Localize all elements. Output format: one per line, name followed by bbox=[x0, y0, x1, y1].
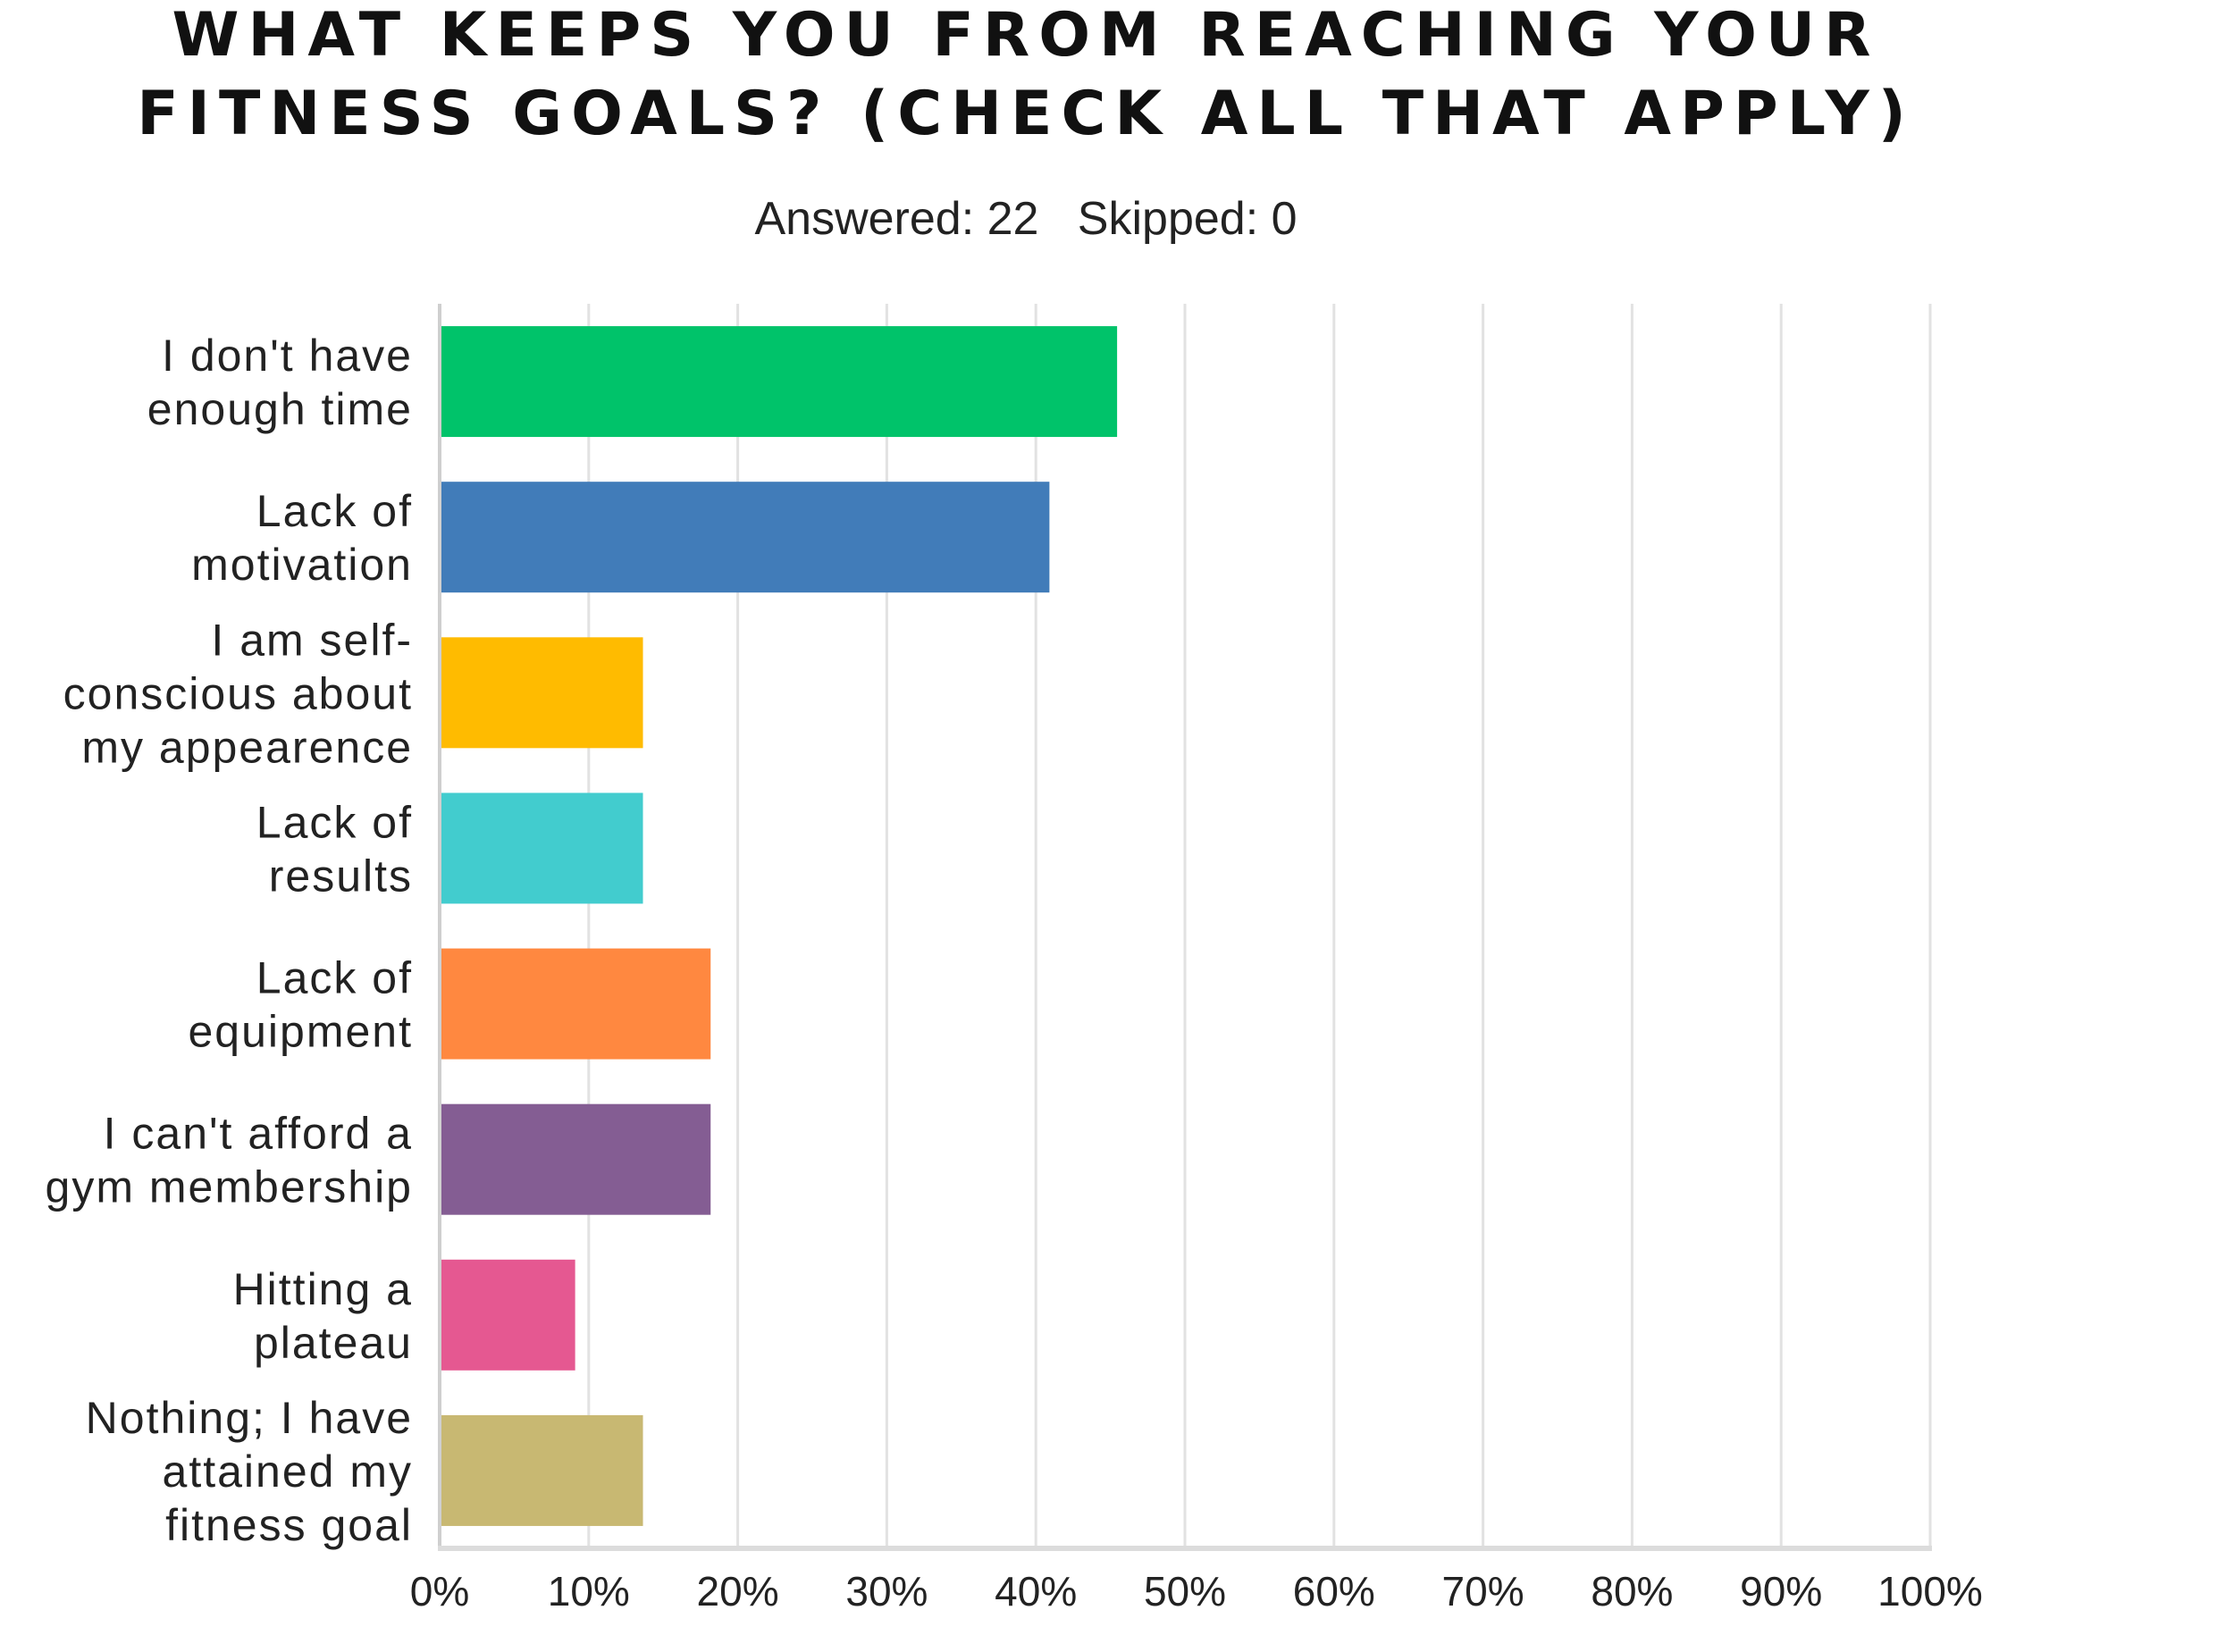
x-tick-label: 0% bbox=[410, 1568, 469, 1614]
category-label: Lack of results bbox=[256, 797, 413, 901]
x-tick-label: 40% bbox=[995, 1568, 1077, 1614]
chart-title-line-1: WHAT KEEPS YOU FROM REACHING YOUR bbox=[172, 0, 1880, 71]
x-tick-label: 20% bbox=[697, 1568, 779, 1614]
skipped-count: Skipped: 0 bbox=[1077, 193, 1298, 245]
x-tick-label: 10% bbox=[548, 1568, 630, 1614]
bar bbox=[440, 482, 1050, 593]
answered-count: Answered: 22 bbox=[754, 193, 1039, 245]
response-summary: Answered: 22 Skipped: 0 bbox=[0, 192, 2052, 246]
category-label: I can't afford a gym membership bbox=[46, 1109, 413, 1212]
bar bbox=[440, 1103, 711, 1215]
bar bbox=[440, 637, 643, 749]
chart-title-line-2: FITNESS GOALS? (CHECK ALL THAT APPLY) bbox=[137, 79, 1915, 149]
bar bbox=[440, 1414, 643, 1526]
x-tick-label: 100% bbox=[1877, 1568, 1983, 1614]
category-label: Nothing; I have attained my fitness goal bbox=[86, 1393, 413, 1550]
category-label: Lack of equipment bbox=[189, 953, 414, 1057]
bar bbox=[440, 326, 1118, 438]
category-label: Lack of motivation bbox=[191, 486, 413, 590]
x-tick-label: 30% bbox=[845, 1568, 928, 1614]
bar bbox=[440, 948, 711, 1060]
bar bbox=[440, 1259, 575, 1371]
bar bbox=[440, 792, 643, 904]
x-tick-label: 70% bbox=[1442, 1568, 1524, 1614]
x-tick-label: 60% bbox=[1293, 1568, 1375, 1614]
x-tick-label: 80% bbox=[1591, 1568, 1673, 1614]
x-tick-label: 50% bbox=[1144, 1568, 1226, 1614]
category-label: Hitting a plateau bbox=[233, 1264, 413, 1368]
x-tick-label: 90% bbox=[1740, 1568, 1822, 1614]
category-label: I don't have enough time bbox=[147, 331, 413, 434]
category-label: I am self-conscious about my appearence bbox=[63, 615, 413, 772]
